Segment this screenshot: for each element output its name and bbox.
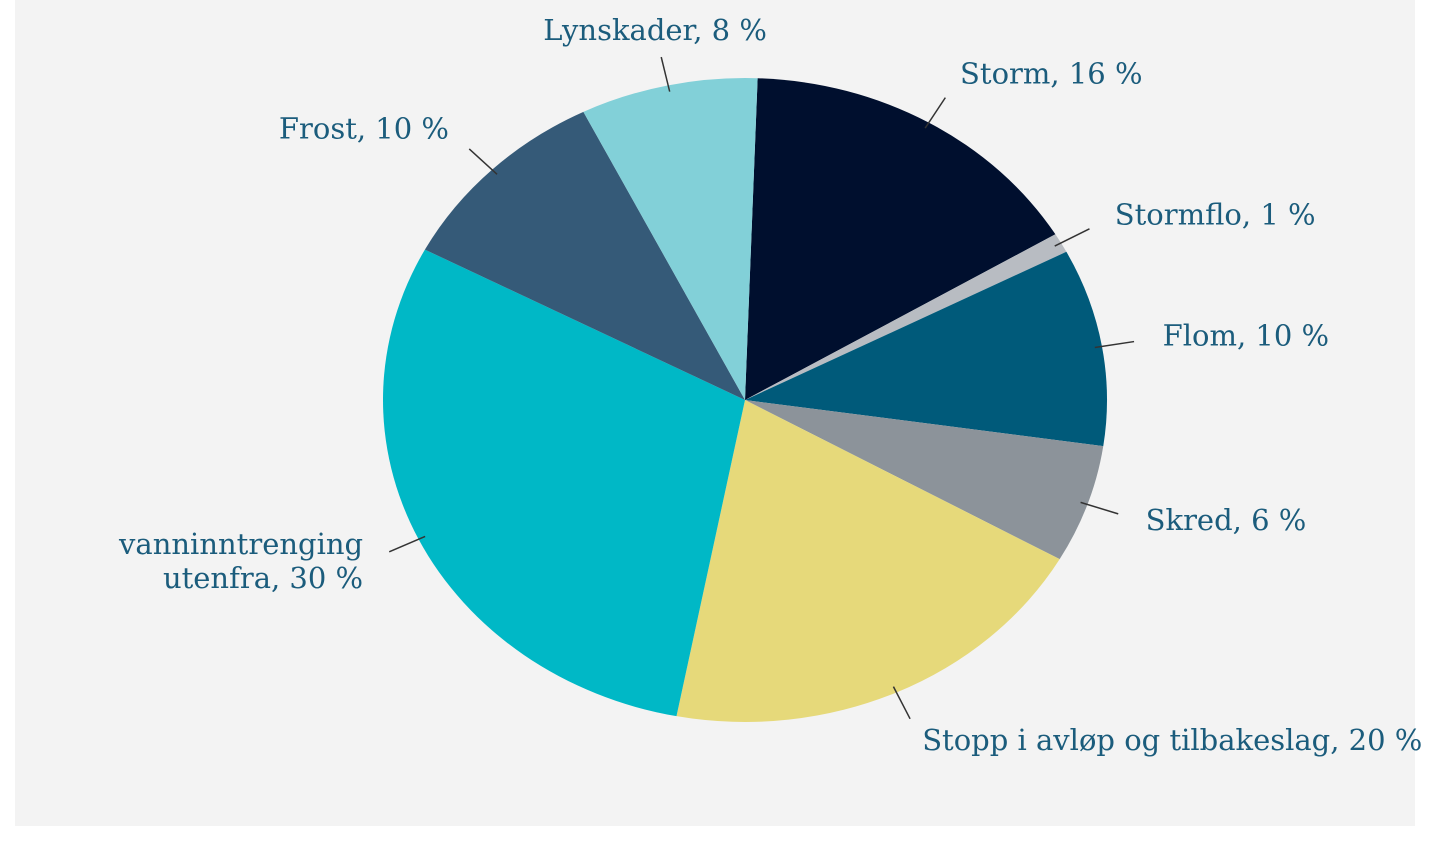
slice-label: utenfra, 30 % <box>163 561 363 595</box>
leader-line <box>892 686 911 720</box>
leader-line <box>1094 340 1135 349</box>
slice-label: vanninntrenging <box>118 527 363 561</box>
pie-slice <box>583 78 758 400</box>
leader-line <box>924 97 946 129</box>
pie-slice <box>745 400 1104 560</box>
leader-line <box>1054 228 1090 247</box>
pie-slice <box>745 251 1108 447</box>
slice-label: Frost, 10 % <box>279 112 449 146</box>
slice-label: Storm, 16 % <box>960 56 1142 90</box>
leader-line <box>388 535 426 553</box>
slice-label: Stormflo, 1 % <box>1115 197 1316 231</box>
pie-slice <box>745 78 1056 400</box>
slice-label: Skred, 6 % <box>1146 503 1307 537</box>
slice-label: Flom, 10 % <box>1163 318 1329 352</box>
slice-label: Stopp i avløp og tilbakeslag, 20 % <box>922 723 1422 757</box>
leader-line <box>1080 501 1119 515</box>
pie-slice <box>745 234 1067 400</box>
leader-line <box>660 56 671 92</box>
leader-line <box>468 148 498 175</box>
pie-slice <box>676 400 1060 722</box>
slice-label: Lynskader, 8 % <box>543 13 767 47</box>
pie-slice <box>383 249 745 717</box>
pie-slice <box>424 111 745 401</box>
